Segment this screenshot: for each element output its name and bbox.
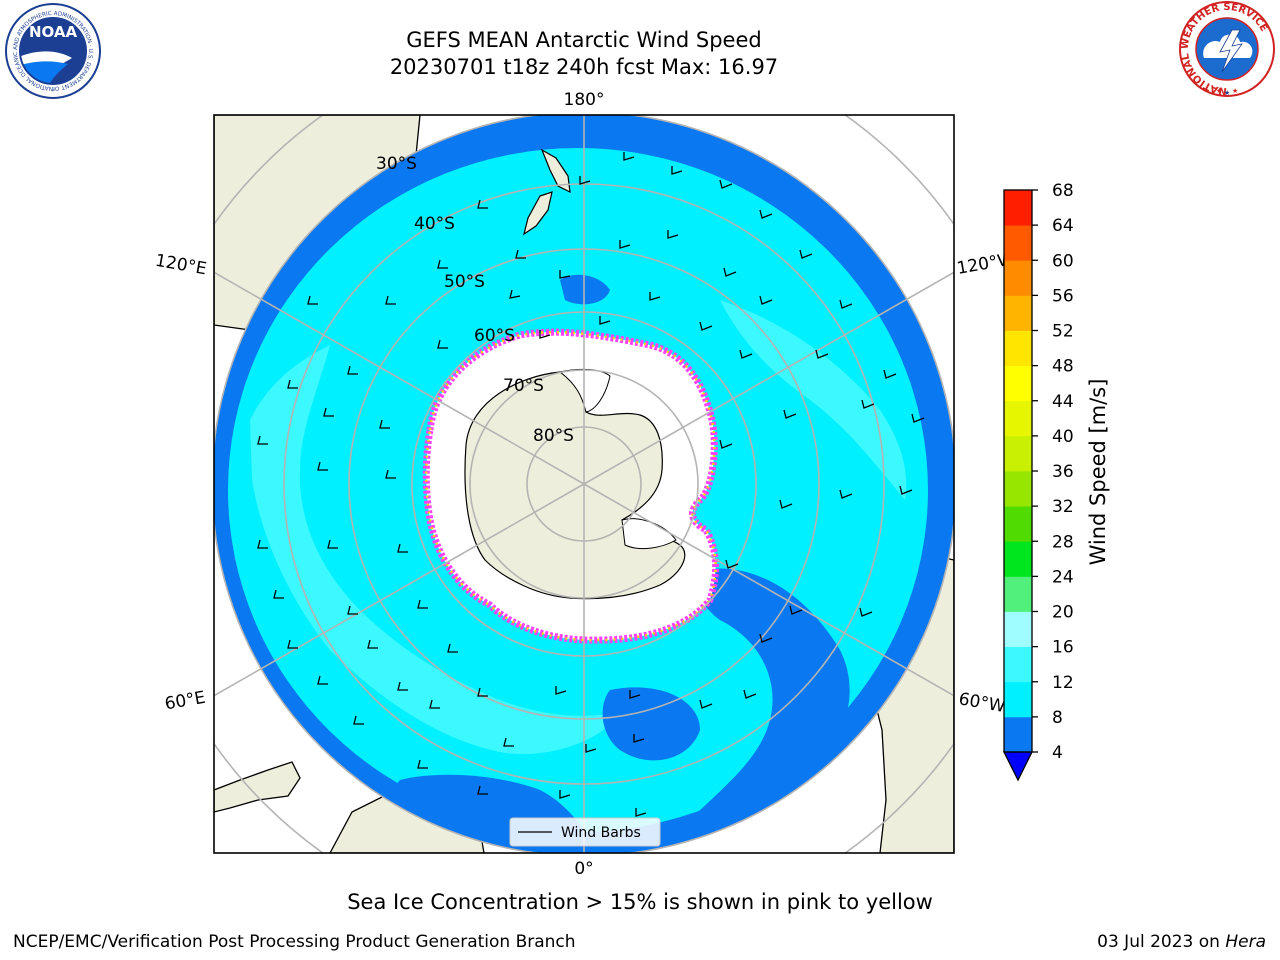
colorbar-label: Wind Speed [m/s] xyxy=(1086,379,1110,566)
colorbar-segment xyxy=(1004,471,1032,507)
colorbar-tick-label: 28 xyxy=(1052,532,1074,552)
colorbar-segment xyxy=(1004,435,1032,472)
colorbar-segment xyxy=(1004,541,1032,577)
colorbar-segment xyxy=(1004,506,1032,542)
colorbar-tick-label: 12 xyxy=(1052,673,1074,693)
colorbar-segment xyxy=(1004,646,1032,683)
colorbar-extend-arrow xyxy=(1002,751,1034,782)
footer-host: Hera xyxy=(1225,932,1266,952)
map-subtitle: 20230701 t18z 240h fcst Max: 16.97 xyxy=(389,55,779,79)
footer-credit: NCEP/EMC/Verification Post Processing Pr… xyxy=(13,932,576,952)
map-frame xyxy=(213,114,955,854)
svg-text:★: ★ xyxy=(1216,87,1222,95)
colorbar-segment xyxy=(1004,681,1032,718)
colorbar-tick-label: 4 xyxy=(1052,743,1063,763)
colorbar-tick-label: 32 xyxy=(1052,497,1074,517)
colorbar-tick-label: 40 xyxy=(1052,427,1074,447)
map-title: GEFS MEAN Antarctic Wind Speed xyxy=(406,28,762,52)
colorbar-segment xyxy=(1004,716,1032,753)
footer-date-text: 03 Jul 2023 on xyxy=(1097,932,1226,952)
colorbar-tick-label: 56 xyxy=(1052,286,1074,306)
wind-barb-legend-label: Wind Barbs xyxy=(561,825,641,841)
strong-wind-band-west xyxy=(720,300,907,500)
new-zealand-south xyxy=(523,191,553,236)
colorbar-tick-label: 48 xyxy=(1052,357,1074,377)
colorbar-tick-label: 68 xyxy=(1052,181,1074,201)
meridian-gridlines xyxy=(214,115,954,853)
weddell-ice-shelf xyxy=(621,518,677,550)
colorbar-tick-label: 16 xyxy=(1052,638,1074,658)
svg-text:★: ★ xyxy=(1232,87,1238,95)
lon-label-60w: 60°W xyxy=(957,689,1007,717)
svg-text:NOAA: NOAA xyxy=(29,23,78,41)
colorbar-segment xyxy=(1004,365,1032,402)
madagascar-landmass xyxy=(214,761,301,813)
wind-barbs xyxy=(257,152,925,817)
colorbar-tick-label: 8 xyxy=(1052,708,1063,728)
lon-label-180: 180° xyxy=(564,90,605,110)
colorbar-tick-label: 60 xyxy=(1052,251,1074,271)
colorbar-tick-label: 24 xyxy=(1052,567,1074,587)
colorbar-tick-label: 44 xyxy=(1052,392,1074,412)
lon-label-60e: 60°E xyxy=(163,688,207,715)
colorbar-segment xyxy=(1004,400,1032,437)
calm-patch-southeast xyxy=(690,568,850,823)
colorbar-tick-label: 52 xyxy=(1052,322,1074,342)
colorbar-segment xyxy=(1004,260,1032,296)
colorbar-segment xyxy=(1004,190,1032,226)
colorbar-tick-label: 20 xyxy=(1052,603,1074,623)
lat-label-30s: 30°S xyxy=(376,154,417,174)
sea-ice-caption: Sea Ice Concentration > 15% is shown in … xyxy=(347,890,933,914)
calm-patch-south xyxy=(602,687,700,761)
lat-label-60s: 60°S xyxy=(474,326,515,346)
lon-label-0: 0° xyxy=(574,859,593,879)
footer-date: 03 Jul 2023 on Hera xyxy=(1097,932,1266,952)
strong-wind-band-east xyxy=(250,345,620,755)
colorbar-segment xyxy=(1004,576,1032,612)
colorbar-segment xyxy=(1004,611,1032,648)
svg-text:★: ★ xyxy=(1224,89,1230,97)
lon-label-120e: 120°E xyxy=(154,251,208,280)
lat-label-50s: 50°S xyxy=(444,272,485,292)
colorbar-tick-label: 64 xyxy=(1052,216,1074,236)
lat-label-80s: 80°S xyxy=(533,426,574,446)
colorbar-segment xyxy=(1004,225,1032,261)
noaa-logo: NATIONAL OCEANIC AND ATMOSPHERIC ADMINIS… xyxy=(2,2,101,99)
lat-label-40s: 40°S xyxy=(414,214,455,234)
colorbar-segment xyxy=(1004,295,1032,331)
new-zealand-north xyxy=(540,148,571,194)
colorbar-segment xyxy=(1004,330,1032,367)
nws-logo: NATIONAL WEATHER SERVICE ★ ★ ★ xyxy=(1179,1,1275,97)
calm-patch-north xyxy=(560,274,610,305)
lat-label-70s: 70°S xyxy=(503,376,544,396)
colorbar-tick-label: 36 xyxy=(1052,462,1074,482)
map-legend: Wind Barbs xyxy=(509,817,661,847)
